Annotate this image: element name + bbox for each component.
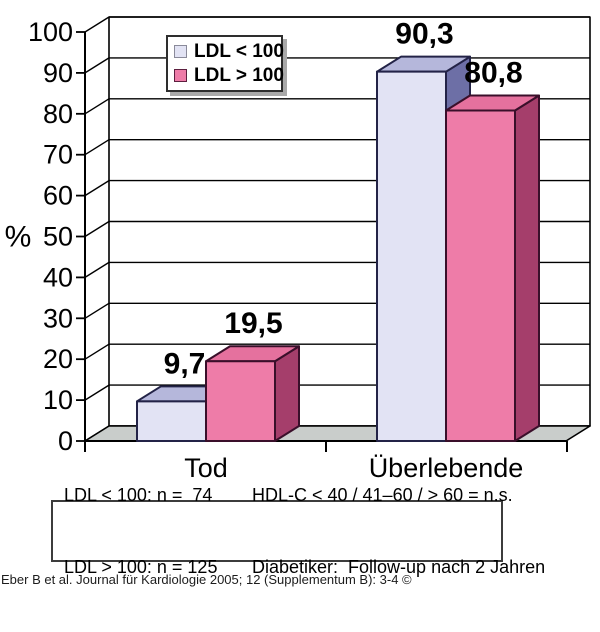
- gridline-depth-connector: [84, 98, 110, 115]
- gridline-depth-connector: [84, 384, 110, 401]
- category-label: Überlebende: [369, 453, 524, 483]
- source-citation: Eber B et al. Journal für Kardiologie 20…: [1, 572, 412, 587]
- legend-item-ldl-lt-100: LDL < 100: [174, 39, 284, 63]
- gridline-depth-connector: [84, 220, 110, 238]
- y-tick-label: 80: [43, 99, 73, 129]
- bar-side-face: [274, 345, 300, 442]
- diabetiker-note: Diabetiker: Follow-up nach 2 Jahren: [252, 557, 546, 577]
- y-tick-label: 0: [58, 426, 73, 456]
- gridline-depth-connector: [84, 57, 110, 74]
- bar-front-face: [205, 360, 276, 442]
- y-tick-label: 90: [43, 58, 73, 88]
- y-tick-label: 60: [43, 181, 73, 211]
- gridline-depth-connector: [84, 180, 110, 197]
- y-tick-label: 10: [43, 385, 73, 415]
- gridline-depth-connector: [84, 261, 110, 278]
- bar-chart: 0 10 20 30 40 50 60 70 80 90 100 9,7 19,5 Tod 90,3 80,8…: [5, 16, 591, 483]
- gridline-depth-connector: [84, 16, 110, 33]
- value-label: 80,8: [464, 57, 522, 90]
- y-tick-label: 70: [43, 140, 73, 170]
- study-info-box: LDL < 100: n = 74 LDL > 100: n = 125 HDL…: [51, 485, 545, 577]
- legend-swatch-ldl-lt-100-icon: [174, 44, 187, 58]
- bar-front-face: [376, 70, 447, 442]
- bar-front-face: [445, 109, 516, 442]
- value-label: 9,7: [164, 347, 206, 380]
- y-tick-label: 40: [43, 262, 73, 292]
- ldl-lt-100-count: LDL < 100: n = 74: [64, 485, 213, 505]
- legend-swatch-ldl-gt-100-icon: [174, 68, 187, 82]
- legend-label-ldl-lt-100: LDL < 100: [194, 40, 284, 62]
- footer-right-column: HDL-C < 40 / 41–60 / > 60 = n.s. Diabeti…: [252, 435, 545, 627]
- gridline-depth-connector: [84, 302, 110, 319]
- ldl-gt-100-count: LDL > 100: n = 125: [64, 557, 218, 577]
- value-label: 90,3: [395, 18, 453, 51]
- footer-left-column: LDL < 100: n = 74 LDL > 100: n = 125: [64, 435, 218, 627]
- value-label: 19,5: [224, 307, 282, 340]
- bar-side-face: [514, 94, 540, 442]
- y-tick-label: 100: [28, 17, 73, 47]
- chart-legend: LDL < 100 LDL > 100: [166, 35, 284, 92]
- legend-item-ldl-gt-100: LDL > 100: [174, 63, 284, 87]
- bar-chart-svg: 0 10 20 30 40 50 60 70 80 90 100 9,7 19,5 Tod 90,3 80,8…: [5, 16, 591, 483]
- category-label: Tod: [184, 453, 228, 483]
- y-tick-label: 30: [43, 303, 73, 333]
- y-tick-label: 50: [43, 222, 73, 252]
- legend-label-ldl-gt-100: LDL > 100: [194, 64, 284, 86]
- gridline-depth-connector: [84, 343, 110, 360]
- hdl-note: HDL-C < 40 / 41–60 / > 60 = n.s.: [252, 485, 513, 505]
- gridline-depth-connector: [84, 139, 110, 156]
- y-tick-label: 20: [43, 344, 73, 374]
- y-axis-unit-label: %: [5, 221, 32, 254]
